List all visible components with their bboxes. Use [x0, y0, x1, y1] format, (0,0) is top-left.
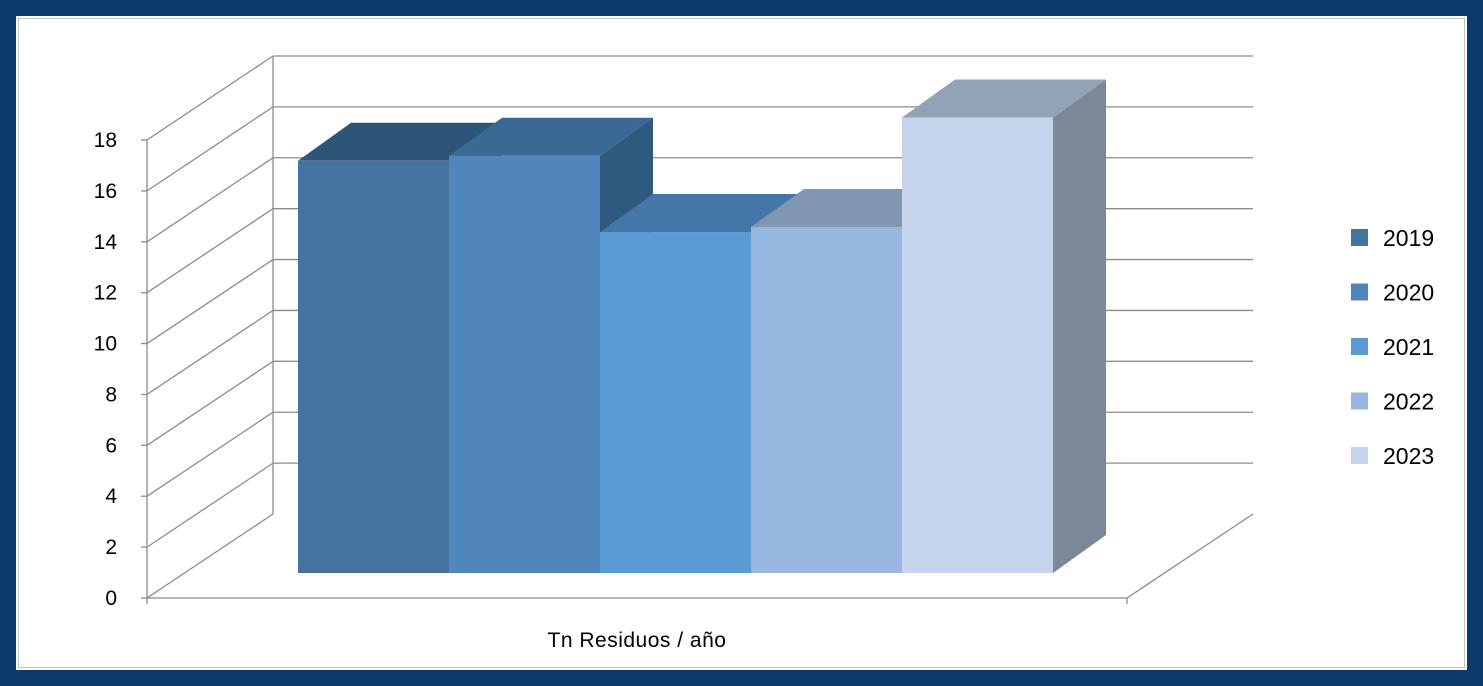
bar-side-2023: [1053, 79, 1106, 574]
legend-swatch-2023: [1351, 447, 1368, 464]
legend-label-2020: 2020: [1383, 280, 1434, 306]
gridline-left-4: [146, 411, 274, 497]
legend: 2019 2020 2021 2022 2023: [1351, 225, 1434, 469]
legend-label-2022: 2022: [1383, 389, 1434, 415]
floor-left-edge: [146, 513, 274, 599]
y-tick-label: 12: [94, 282, 117, 305]
gridline-left-14: [146, 157, 274, 243]
tick-labels: 0 2 4 6 8 10 12 14 16 18 Tn Residuos / año: [94, 129, 727, 652]
bar-top-2021: [600, 194, 804, 233]
legend-label-2019: 2019: [1383, 225, 1434, 251]
y-tick-label: 18: [94, 129, 117, 152]
legend-swatch-2022: [1351, 392, 1368, 410]
gridline-left-12: [146, 208, 274, 294]
bar-top-2019: [298, 122, 502, 161]
bar-top-2020: [449, 117, 653, 156]
legend-swatch-2020: [1351, 283, 1368, 301]
legend-swatch-2021: [1351, 338, 1368, 355]
bar-2023: [902, 79, 1106, 574]
y-tick-label: 2: [105, 536, 117, 559]
y-tick-label: 10: [94, 333, 117, 356]
chart-area: [18, 18, 1465, 668]
gridline-left-16: [146, 106, 274, 192]
bar-front-2021: [600, 232, 751, 574]
y-tick-label: 14: [94, 231, 118, 254]
gridline-left-10: [146, 259, 274, 345]
bar-front-2023: [902, 117, 1053, 574]
bar-front-2022: [751, 226, 902, 573]
legend-label-2023: 2023: [1383, 443, 1434, 469]
bars: [298, 79, 1106, 574]
gridline-left-2: [146, 462, 274, 548]
y-tick-label: 16: [94, 180, 117, 203]
y-tick-label: 4: [105, 485, 117, 508]
y-tick-label: 0: [105, 587, 117, 610]
axes: [141, 56, 1254, 604]
y-tick-label: 8: [105, 383, 117, 406]
floor-right-edge: [1126, 513, 1254, 599]
legend-label-2021: 2021: [1383, 334, 1434, 360]
bar-front-2020: [449, 155, 600, 573]
legend-swatch-2019: [1351, 229, 1368, 246]
y-tick-label: 6: [105, 434, 117, 457]
bar-front-2019: [298, 160, 449, 574]
gridline-left-18: [146, 55, 274, 141]
gridline-left-6: [146, 360, 274, 446]
bar-top-2023: [902, 79, 1106, 118]
gridline-left-8: [146, 309, 274, 395]
x-category-label: Tn Residuos / año: [548, 629, 727, 652]
